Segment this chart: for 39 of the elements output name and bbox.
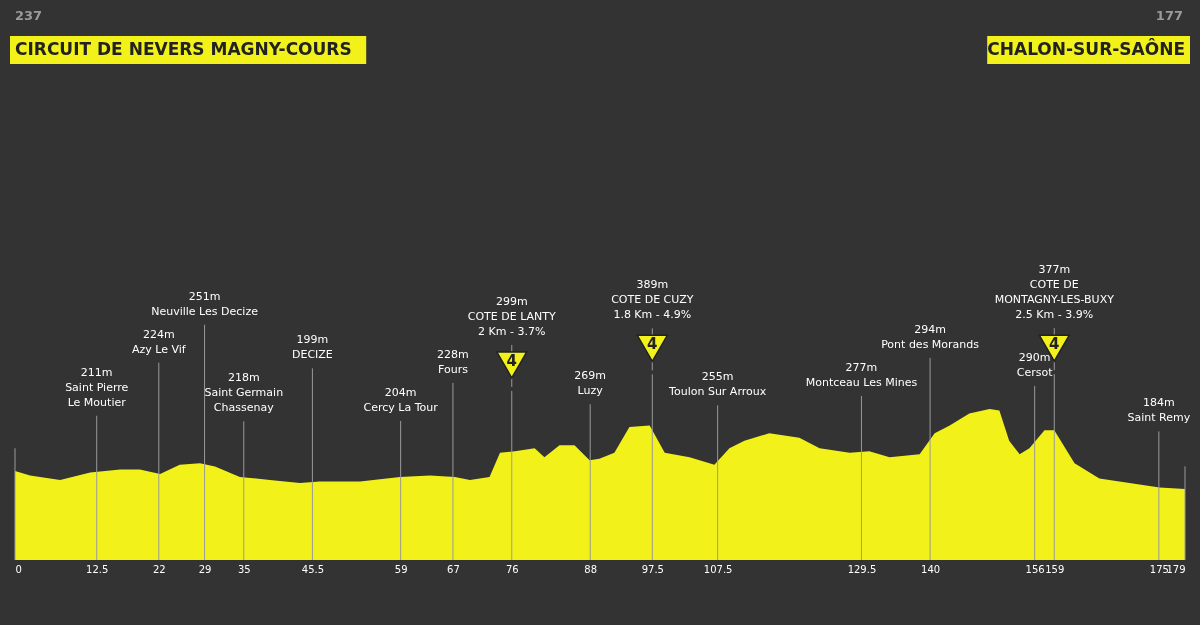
x-tick-label: 29 [198, 563, 212, 575]
x-tick-label: 0 [15, 563, 22, 575]
annotation: 184m Saint Remy [1127, 396, 1191, 425]
x-tick-label: 12.5 [86, 563, 109, 575]
x-tick-label: 45.5 [301, 563, 325, 575]
x-tick-label: 67 [447, 563, 460, 575]
annotation: 218m Saint Germain Chassenay [204, 371, 284, 415]
x-tick-label: 140 [921, 563, 941, 575]
x-tick-label: 59 [394, 563, 408, 575]
text: 224m Azy Le Vif [131, 327, 187, 356]
text: 177 [1155, 8, 1183, 23]
x-tick-label: 175 [1149, 563, 1169, 575]
text: CHALON-SUR-SAÔNE [987, 38, 1185, 59]
annotation: 204m Cercy La Tour [363, 385, 439, 414]
text: 228m Fours [437, 347, 469, 376]
text: 211m Saint Pierre Le Moutier [65, 365, 129, 409]
text: 4 [647, 335, 658, 354]
x-tick-label: 88 [584, 563, 598, 575]
x-tick-label: 22 [152, 563, 166, 575]
text: 294m Pont des Morands [881, 322, 980, 351]
text: 299m COTE DE LANTY 2 Km - 3.7% [467, 294, 557, 338]
x-tick-label: 97.5 [641, 563, 664, 575]
x-tick-label: 76 [505, 563, 519, 575]
text: 377m COTE DE MONTAGNY-LES-BUXY 2.5 Km - 3.9% [994, 263, 1115, 322]
text: 199m DECIZE [291, 333, 333, 362]
chart-title: CIRCUIT DE NEVERS MAGNY-COURS [15, 39, 352, 59]
text: 389m COTE DE CUZY 1.8 Km - 4.9% [611, 278, 694, 322]
text: 277m Montceau Les Mines [805, 360, 918, 389]
x-tick-label: 107.5 [703, 563, 733, 575]
text: 4 [506, 351, 517, 370]
x-tick-label: 35 [237, 563, 251, 575]
text: 269m Luzy [574, 369, 607, 398]
x-tick-label: 179 [1166, 563, 1186, 575]
text: 255m Toulon Sur Arroux [668, 370, 767, 399]
text: 251m Neuville Les Decize [151, 289, 259, 318]
text: 237 [15, 8, 43, 23]
x-tick-label: 159 [1045, 563, 1065, 575]
x-tick-label: 156 [1025, 563, 1045, 575]
x-tick-label: 129.5 [847, 563, 877, 575]
